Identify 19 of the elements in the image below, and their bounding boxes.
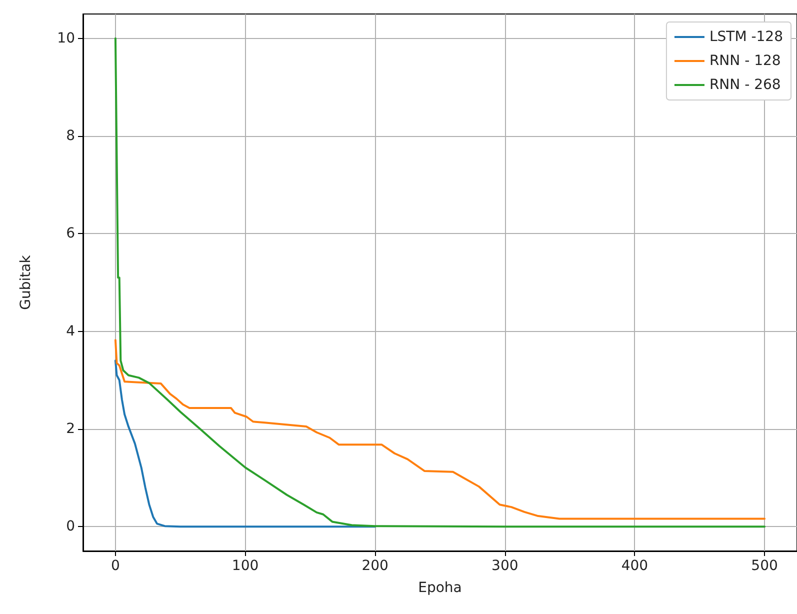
line-series <box>114 360 376 528</box>
x-tick-label: 400 <box>621 558 648 574</box>
x-tick-label: 500 <box>751 558 778 574</box>
y-tick-label: 4 <box>66 323 76 340</box>
x-tick-label: 100 <box>232 558 259 574</box>
x-tick-label: 0 <box>110 558 120 574</box>
legend-label: RNN - 128 <box>709 53 781 69</box>
x-axis-title: Epoha <box>418 580 462 596</box>
line-series <box>114 339 766 520</box>
x-tick-label: 300 <box>492 558 518 574</box>
y-tick-label: 2 <box>66 420 75 437</box>
y-tick-label: 10 <box>57 30 75 46</box>
legend-label: LSTM -128 <box>709 29 784 45</box>
y-tick-label: 6 <box>66 226 76 242</box>
y-tick-label: 0 <box>66 518 75 535</box>
y-axis-title: Gubitak <box>18 254 34 310</box>
x-tick-label: 200 <box>362 558 388 574</box>
legend-label: RNN - 268 <box>709 77 781 93</box>
y-tick-label: 8 <box>66 128 75 144</box>
